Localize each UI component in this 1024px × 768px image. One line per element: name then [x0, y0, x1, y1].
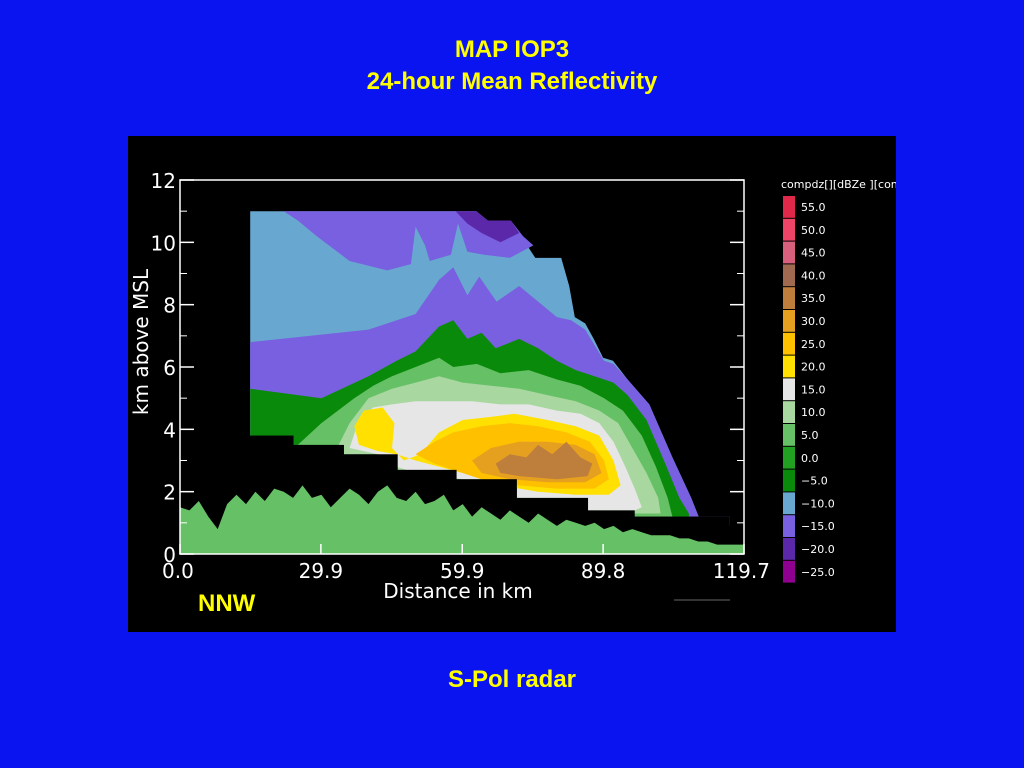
colorbar-label: 25.0: [801, 338, 826, 351]
x-tick-label: 59.9: [440, 559, 485, 583]
colorbar-label: 55.0: [801, 201, 826, 214]
slide-caption: S-Pol radar: [447, 666, 577, 693]
colorbar-label: 0.0: [801, 452, 819, 465]
colorbar-label: −15.0: [801, 520, 835, 533]
colorbar-label: −10.0: [801, 497, 835, 510]
colorbar-label: 5.0: [801, 429, 819, 442]
reflectivity-contour-anvil-minus20: [455, 211, 520, 243]
colorbar-label: −20.0: [801, 543, 835, 556]
y-tick-label: 10: [151, 231, 176, 255]
colorbar-label: 40.0: [801, 269, 826, 282]
x-tick-label: 0.0: [162, 559, 194, 583]
colorbar-label: 35.0: [801, 292, 826, 305]
plot-area: [180, 211, 744, 554]
colorbar-swatch: [783, 424, 795, 446]
colorbar-swatch: [783, 241, 795, 264]
colorbar-swatch: [783, 378, 795, 401]
reflectivity-contour-echo-above-35: [495, 441, 593, 480]
colorbar-swatch: [783, 264, 795, 287]
colorbar-label: 20.0: [801, 361, 826, 374]
x-tick-label: 119.7: [713, 559, 770, 583]
colorbar-label: 45.0: [801, 247, 826, 260]
y-axis-title: km above MSL: [129, 268, 153, 415]
colorbar-swatch: [783, 560, 795, 583]
colorbar-swatch: [783, 469, 795, 492]
colorbar-swatch: [783, 287, 795, 309]
colorbar-swatch: [783, 401, 795, 423]
radar-figure-panel: 0 2 4 6 8 10 12 0.0 29.9 59.9 89.8 119.7 Distance i…: [128, 136, 896, 632]
slide-title: MAP IOP3: [454, 36, 570, 63]
colorbar-swatch: [783, 355, 795, 378]
colorbar-label: 15.0: [801, 383, 826, 396]
slide-subtitle: 24-hour Mean Reflectivity: [366, 68, 658, 95]
colorbar-swatch: [783, 515, 795, 537]
colorbar-swatch: [783, 538, 795, 560]
colorbar-label: 30.0: [801, 315, 826, 328]
y-tick-label: 6: [163, 356, 176, 380]
colorbar-title: compdz[][dBZe ][con: [781, 178, 896, 191]
direction-label: NNW: [198, 590, 256, 617]
colorbar-label: 50.0: [801, 224, 826, 237]
colorbar-swatch: [783, 332, 795, 355]
y-tick-label: 0: [163, 543, 176, 567]
reflectivity-contour-anvil-minus15: [283, 211, 534, 271]
x-axis-title: Distance in km: [383, 579, 532, 603]
colorbar-label: −5.0: [801, 475, 828, 488]
axes: 0 2 4 6 8 10 12 0.0 29.9 59.9 89.8 119.7: [151, 169, 770, 583]
colorbar-swatch: [783, 218, 795, 241]
colorbar-label: 10.0: [801, 406, 826, 419]
colorbar-swatch: [783, 492, 795, 515]
y-tick-label: 12: [151, 169, 176, 193]
x-tick-label: 89.8: [581, 559, 626, 583]
y-tick-label: 2: [163, 481, 176, 505]
colorbar-swatch: [783, 310, 795, 332]
y-tick-label: 8: [163, 294, 176, 318]
terrain-profile: [180, 485, 744, 554]
reflectivity-cross-section-chart: 0 2 4 6 8 10 12 0.0 29.9 59.9 89.8 119.7 Distance i…: [129, 169, 896, 603]
x-tick-label: 29.9: [299, 559, 344, 583]
colorbar-swatch: [783, 446, 795, 469]
y-tick-label: 4: [163, 418, 176, 442]
colorbar-label: −25.0: [801, 566, 835, 579]
colorbar-swatch: [783, 196, 795, 218]
colorbar-legend: 55.0 50.0 45.0 40.0 35.0 30.0 25.0 20.0 15.0 10.0…: [783, 196, 835, 583]
